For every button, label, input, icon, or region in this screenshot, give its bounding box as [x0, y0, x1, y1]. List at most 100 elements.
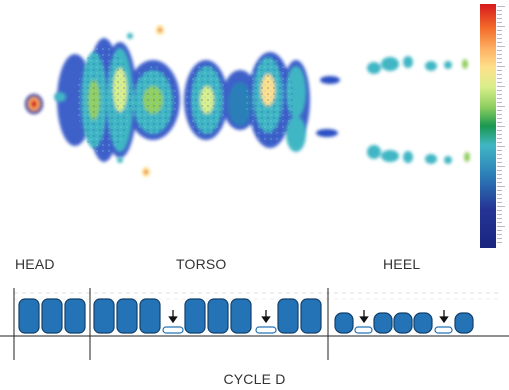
- colorbar-tick: [497, 190, 502, 191]
- colorbar-tick: [497, 122, 502, 123]
- colorbar-tick: [497, 18, 502, 19]
- colorbar-ticks: [497, 6, 507, 246]
- colorbar-tick: [497, 126, 505, 127]
- colorbar-tick: [497, 134, 502, 135]
- heel-region: [316, 56, 470, 164]
- colorbar-tick: [497, 50, 502, 51]
- sensor-markers: [117, 25, 164, 177]
- colorbar-tick: [497, 38, 502, 39]
- colorbar-tick: [497, 194, 502, 195]
- colorbar-tick: [497, 242, 502, 243]
- segment-block: [116, 298, 138, 334]
- colorbar-tick: [497, 174, 502, 175]
- colorbar-tick: [497, 106, 505, 107]
- colorbar-tick: [497, 74, 502, 75]
- segment-block: [207, 298, 229, 334]
- segment-block: [334, 312, 354, 334]
- colorbar-tick: [497, 150, 502, 151]
- colorbar-tick: [497, 10, 502, 11]
- cycle-timeline: [0, 288, 509, 360]
- torso-gaps: [162, 326, 277, 334]
- segment-block: [373, 312, 393, 334]
- colorbar-tick: [497, 66, 505, 67]
- colorbar-tick: [497, 98, 502, 99]
- colorbar-tick: [497, 58, 502, 59]
- colorbar-tick: [497, 62, 502, 63]
- head-segments: [18, 298, 86, 334]
- colorbar-tick: [497, 130, 502, 131]
- segment-block: [184, 298, 206, 334]
- segment-block: [18, 298, 40, 334]
- colorbar-tick: [497, 206, 505, 207]
- segment-block: [277, 298, 299, 334]
- colorbar-tick: [497, 34, 502, 35]
- colorbar-tick: [497, 118, 502, 119]
- segment-block: [93, 298, 115, 334]
- colorbar-tick: [497, 170, 502, 171]
- colorbar-tick: [497, 210, 502, 211]
- segment-block: [139, 298, 161, 334]
- segment-block: [64, 298, 86, 334]
- gap-slot: [255, 326, 277, 334]
- colorbar-tick: [497, 226, 505, 227]
- head-label: HEAD: [15, 256, 55, 272]
- colorbar-tick: [497, 154, 502, 155]
- colorbar-tick: [497, 166, 505, 167]
- head-region: [25, 92, 66, 114]
- colorbar-tick: [497, 14, 502, 15]
- cycle-label: CYCLE D: [223, 371, 286, 387]
- colorbar-tick: [497, 234, 502, 235]
- colorbar-tick: [497, 186, 505, 187]
- down-arrow-icon: [261, 310, 271, 324]
- colorbar-tick: [497, 138, 502, 139]
- colorbar-tick: [497, 70, 502, 71]
- colorbar-tick: [497, 182, 502, 183]
- gap-slot: [162, 326, 184, 334]
- colorbar-tick: [497, 230, 502, 231]
- colorbar-tick: [497, 54, 502, 55]
- heel-gaps: [354, 326, 453, 334]
- pressure-colorbar: [480, 4, 496, 248]
- heel-label: HEEL: [383, 256, 421, 272]
- colorbar-tick: [497, 214, 502, 215]
- segment-block: [41, 298, 63, 334]
- colorbar-tick: [497, 42, 502, 43]
- colorbar-tick: [497, 30, 502, 31]
- colorbar-tick: [497, 162, 502, 163]
- down-arrow-icon: [439, 310, 449, 324]
- colorbar-tick: [497, 94, 502, 95]
- colorbar-tick: [497, 78, 502, 79]
- colorbar-tick: [497, 158, 502, 159]
- deflate-arrows: [168, 310, 449, 324]
- colorbar-tick: [497, 222, 502, 223]
- colorbar-tick: [497, 110, 502, 111]
- colorbar-tick: [497, 202, 502, 203]
- torso-label: TORSO: [176, 256, 227, 272]
- scan-texture: [77, 46, 294, 154]
- colorbar-tick: [497, 46, 505, 47]
- colorbar-tick: [497, 146, 505, 147]
- colorbar-tick: [497, 22, 502, 23]
- colorbar-tick: [497, 178, 502, 179]
- colorbar-tick: [497, 90, 502, 91]
- colorbar-tick: [497, 102, 502, 103]
- heel-segments: [334, 312, 474, 334]
- torso-segments: [93, 298, 322, 334]
- colorbar-tick: [497, 26, 505, 27]
- pressure-heatmap: [25, 25, 470, 177]
- colorbar-tick: [497, 114, 502, 115]
- gap-slot: [434, 326, 453, 334]
- segment-block: [413, 312, 433, 334]
- colorbar-tick: [497, 198, 502, 199]
- down-arrow-icon: [359, 310, 369, 324]
- colorbar-tick: [497, 142, 502, 143]
- gap-slot: [354, 326, 373, 334]
- down-arrow-icon: [168, 310, 178, 324]
- colorbar-tick: [497, 238, 502, 239]
- segment-block: [454, 312, 474, 334]
- segment-block: [230, 298, 252, 334]
- colorbar-tick: [497, 86, 505, 87]
- segment-block: [300, 298, 322, 334]
- segment-block: [393, 312, 413, 334]
- colorbar-tick: [497, 218, 502, 219]
